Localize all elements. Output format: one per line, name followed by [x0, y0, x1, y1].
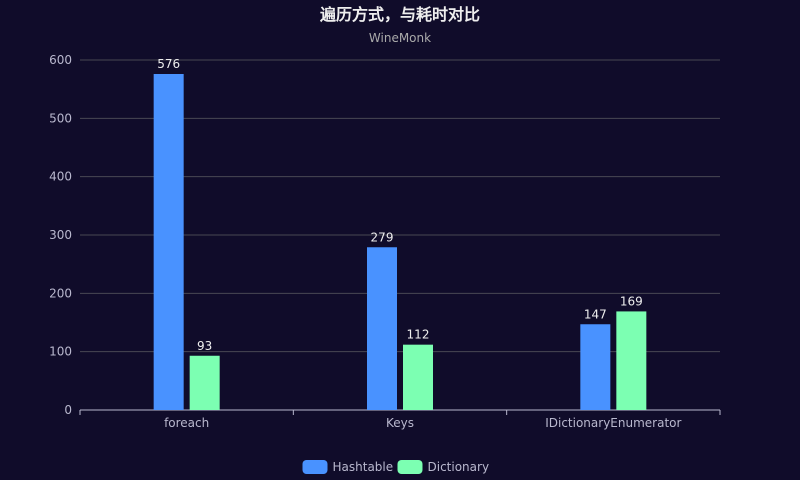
legend-item-dictionary[interactable]: Dictionary — [397, 460, 490, 474]
x-tick-label: Keys — [386, 416, 414, 430]
legend-swatch — [302, 460, 328, 474]
data-label: 147 — [584, 307, 607, 321]
y-tick-label: 400 — [49, 170, 72, 184]
bar-dictionary-idictionaryenumerator[interactable] — [616, 311, 647, 410]
data-label: 279 — [371, 230, 394, 244]
legend-item-hashtable[interactable]: Hashtable — [302, 460, 394, 474]
chart-subtitle: WineMonk — [369, 31, 431, 45]
data-label: 112 — [407, 328, 430, 342]
y-tick-label: 600 — [49, 53, 72, 67]
legend-label: Dictionary — [428, 460, 490, 474]
y-tick-label: 100 — [49, 345, 72, 359]
legend-swatch — [397, 460, 423, 474]
x-tick-label: IDictionaryEnumerator — [545, 416, 681, 430]
data-label: 169 — [620, 294, 643, 308]
legend-label: Hashtable — [333, 460, 394, 474]
data-label: 576 — [157, 57, 180, 71]
y-tick-label: 500 — [49, 111, 72, 125]
y-tick-label: 300 — [49, 228, 72, 242]
bar-hashtable-keys[interactable] — [367, 247, 397, 410]
y-tick-label: 200 — [49, 286, 72, 300]
chart-title: 遍历方式，与耗时对比 — [319, 5, 480, 24]
bar-dictionary-keys[interactable] — [403, 344, 433, 410]
bar-hashtable-foreach[interactable] — [153, 74, 184, 410]
bar-hashtable-idictionaryenumerator[interactable] — [580, 324, 611, 410]
bar-dictionary-foreach[interactable] — [189, 355, 220, 410]
x-tick-label: foreach — [164, 416, 209, 430]
y-tick-label: 0 — [64, 403, 72, 417]
data-label: 93 — [197, 339, 212, 353]
